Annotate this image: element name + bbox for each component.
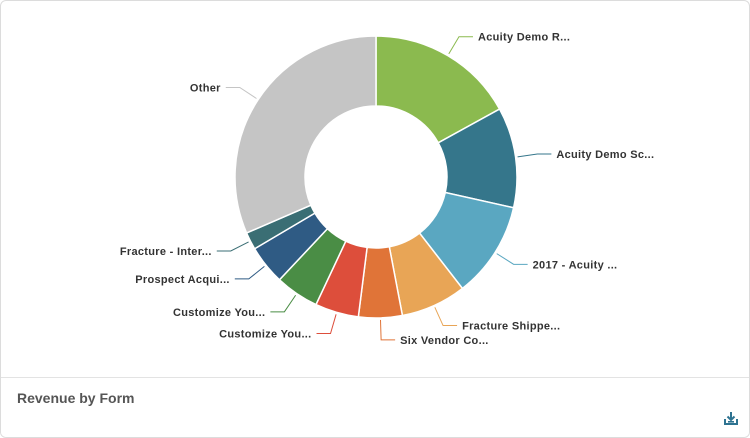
chart-title: Revenue by Form	[17, 390, 135, 406]
slice-label: Other	[190, 83, 221, 95]
leader-line	[434, 307, 458, 327]
slice-labels: Acuity Demo R... Acuity Demo Sc... 2017 - …	[120, 32, 654, 347]
slice-label: Customize You...	[173, 307, 265, 319]
leader-line	[379, 319, 396, 341]
leader-line	[225, 87, 257, 99]
leader-line	[496, 253, 528, 265]
leader-line	[234, 266, 265, 280]
leader-line	[517, 153, 552, 158]
slice-label: Acuity Demo R...	[478, 32, 570, 44]
donut-slice[interactable]	[375, 35, 501, 144]
leader-lines	[216, 36, 552, 341]
donut-slice[interactable]	[234, 35, 377, 234]
card-footer: Revenue by Form	[1, 377, 749, 437]
slice-label: 2017 - Acuity ...	[533, 259, 618, 271]
leader-line	[448, 36, 473, 55]
leader-line	[216, 241, 249, 252]
slice-label: Customize You...	[219, 329, 311, 341]
slice-label: Prospect Acqui...	[135, 274, 230, 286]
donut-chart: Acuity Demo R... Acuity Demo Sc... 2017 - …	[120, 32, 654, 347]
download-tray-icon	[724, 412, 738, 425]
leader-line	[270, 294, 297, 313]
donut-slices	[234, 35, 518, 319]
leader-line	[316, 314, 337, 335]
download-icon[interactable]	[723, 410, 739, 426]
slice-label: Six Vendor Co...	[400, 335, 489, 347]
slice-label: Fracture Shippe...	[462, 321, 560, 333]
slice-label: Acuity Demo Sc...	[556, 149, 654, 161]
slice-label: Fracture - Inter...	[120, 246, 212, 258]
chart-area: Acuity Demo R... Acuity Demo Sc... 2017 - …	[1, 1, 749, 377]
